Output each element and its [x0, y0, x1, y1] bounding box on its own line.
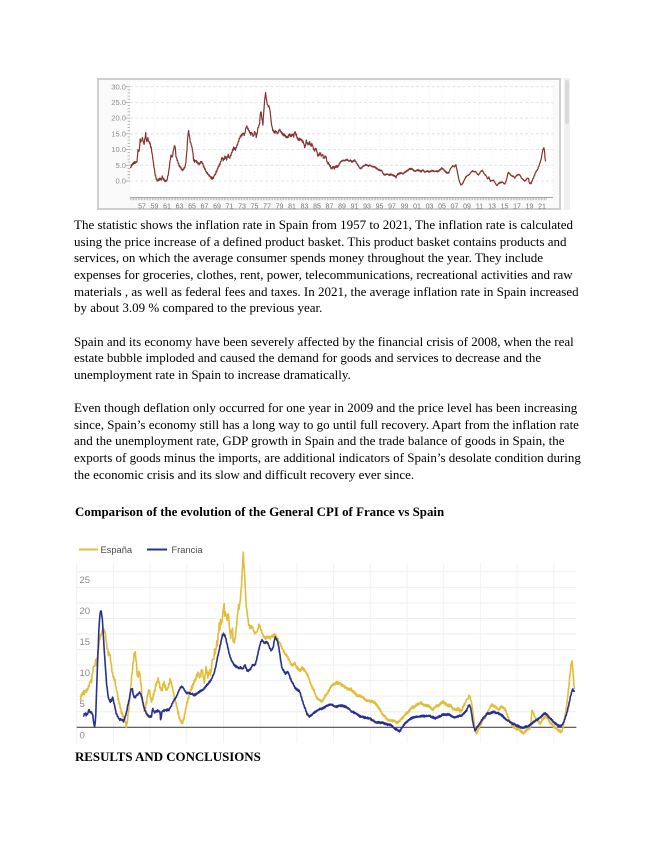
svg-text:61: 61 — [163, 204, 171, 211]
svg-text:25.0: 25.0 — [111, 98, 126, 107]
svg-text:81: 81 — [288, 204, 296, 211]
svg-text:15.0: 15.0 — [111, 129, 126, 138]
svg-text:73: 73 — [238, 204, 246, 211]
svg-text:30.0: 30.0 — [111, 82, 126, 91]
svg-text:99: 99 — [401, 204, 409, 211]
svg-text:15: 15 — [501, 204, 509, 211]
svg-text:77: 77 — [263, 204, 271, 211]
svg-text:79: 79 — [276, 204, 284, 211]
svg-text:20.0: 20.0 — [111, 114, 126, 123]
svg-text:21: 21 — [538, 204, 546, 211]
svg-text:5: 5 — [80, 699, 85, 710]
svg-text:87: 87 — [326, 204, 334, 211]
svg-text:57: 57 — [138, 204, 146, 211]
svg-text:67: 67 — [201, 204, 209, 211]
svg-text:13: 13 — [488, 204, 496, 211]
svg-text:89: 89 — [338, 204, 346, 211]
svg-text:11: 11 — [476, 204, 483, 211]
svg-text:83: 83 — [301, 204, 309, 211]
svg-text:España: España — [101, 545, 133, 555]
svg-text:10: 10 — [80, 668, 91, 679]
svg-text:0: 0 — [80, 730, 85, 741]
svg-text:85: 85 — [313, 204, 321, 211]
svg-text:65: 65 — [188, 204, 196, 211]
svg-text:07: 07 — [451, 204, 459, 211]
svg-text:75: 75 — [251, 204, 259, 211]
svg-text:10.0: 10.0 — [111, 145, 126, 154]
svg-text:69: 69 — [213, 204, 221, 211]
svg-text:25: 25 — [80, 575, 91, 586]
svg-text:71: 71 — [226, 204, 234, 211]
svg-text:15: 15 — [80, 637, 91, 648]
svg-text:93: 93 — [363, 204, 371, 211]
svg-text:5.0: 5.0 — [115, 161, 126, 170]
svg-text:91: 91 — [351, 204, 359, 211]
svg-text:97: 97 — [388, 204, 396, 211]
svg-text:03: 03 — [426, 204, 434, 211]
svg-text:19: 19 — [526, 204, 534, 211]
svg-text:59: 59 — [151, 204, 159, 211]
svg-text:63: 63 — [176, 204, 184, 211]
svg-text:Francia: Francia — [172, 545, 204, 555]
svg-text:95: 95 — [376, 204, 384, 211]
svg-text:09: 09 — [463, 204, 471, 211]
svg-text:20: 20 — [80, 606, 91, 617]
svg-text:0.0: 0.0 — [115, 177, 126, 186]
svg-text:05: 05 — [438, 204, 446, 211]
svg-text:17: 17 — [513, 204, 521, 211]
svg-text:01: 01 — [413, 204, 421, 211]
